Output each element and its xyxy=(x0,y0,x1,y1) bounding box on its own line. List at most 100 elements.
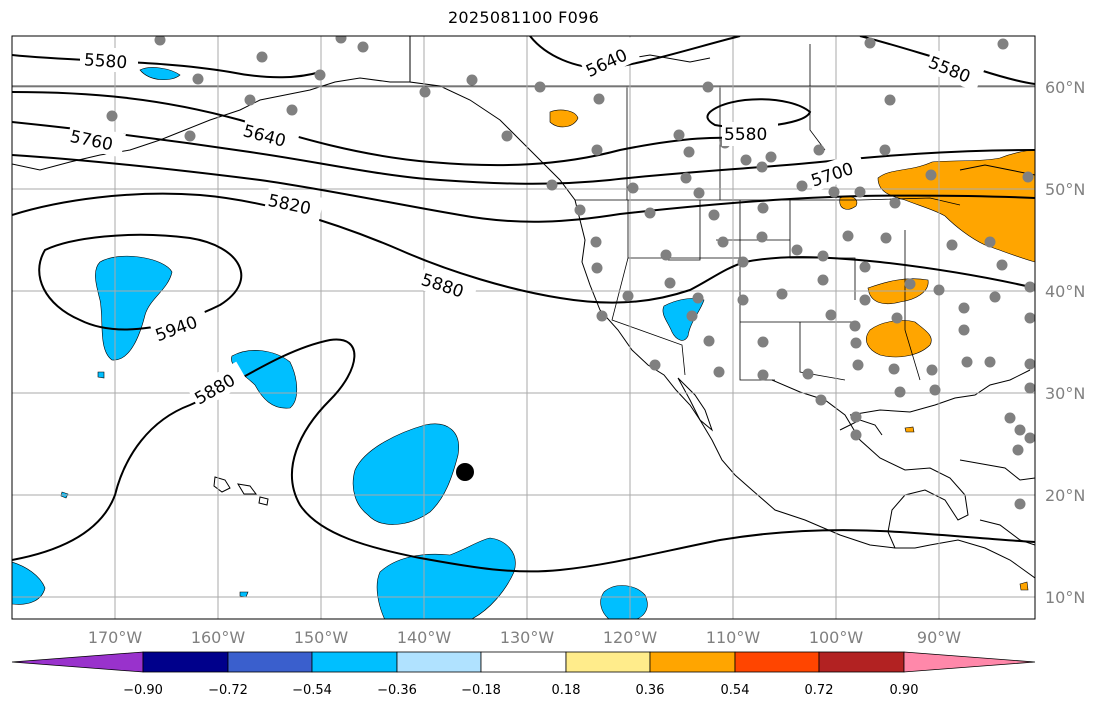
station-dot xyxy=(591,144,603,156)
station-dot xyxy=(849,320,861,332)
station-dot xyxy=(1014,498,1026,510)
station-dot xyxy=(854,186,866,198)
station-dot xyxy=(501,130,513,142)
colorbar-tick-label: −0.72 xyxy=(208,683,248,698)
station-dot xyxy=(708,209,720,221)
station-dot xyxy=(1024,432,1035,444)
contour-label: 5580 xyxy=(83,50,128,73)
colorbar-tick-label: 0.36 xyxy=(635,683,665,698)
station-dot xyxy=(888,363,900,375)
station-dot xyxy=(419,86,431,98)
station-dot xyxy=(1004,412,1016,424)
station-dot xyxy=(926,364,938,376)
station-dot xyxy=(1014,424,1026,436)
longitude-axis: 170°W 160°W 150°W 140°W 130°W 120°W 110°… xyxy=(88,628,961,647)
station-dot xyxy=(627,182,639,194)
station-dot xyxy=(596,310,608,322)
station-dot xyxy=(1024,382,1035,394)
station-dot xyxy=(884,94,896,106)
station-dot xyxy=(825,309,837,321)
station-dot xyxy=(989,291,1001,303)
station-dot xyxy=(256,51,268,63)
station-dot xyxy=(703,335,715,347)
station-dot xyxy=(335,36,347,44)
station-dot xyxy=(889,197,901,209)
station-dot xyxy=(673,129,685,141)
station-dot xyxy=(984,236,996,248)
station-dot xyxy=(984,356,996,368)
station-dot xyxy=(850,337,862,349)
lon-label: 150°W xyxy=(294,628,349,647)
colorbar-tick-label: −0.36 xyxy=(377,683,417,698)
station-dot xyxy=(817,250,829,262)
station-dot xyxy=(813,144,825,156)
station-dot xyxy=(891,312,903,324)
station-dot xyxy=(880,232,892,244)
station-dot xyxy=(850,411,862,423)
station-dot xyxy=(683,146,695,158)
station-dot xyxy=(591,262,603,274)
station-dot xyxy=(958,302,970,314)
lat-label: 40°N xyxy=(1045,282,1085,301)
station-dot xyxy=(859,294,871,306)
map-frame xyxy=(11,35,1036,620)
lon-label: 120°W xyxy=(603,628,658,647)
station-dot xyxy=(996,259,1008,271)
station-dot xyxy=(664,277,676,289)
station-dot xyxy=(864,37,876,49)
colorbar-tick-label: −0.54 xyxy=(292,683,332,698)
station-dot xyxy=(859,261,871,273)
station-dot xyxy=(842,230,854,242)
station-dot xyxy=(593,93,605,105)
station-dot xyxy=(184,130,196,142)
station-dot xyxy=(904,278,916,290)
station-dot xyxy=(692,292,704,304)
lat-label: 50°N xyxy=(1045,180,1085,199)
station-dot xyxy=(757,202,769,214)
height-contours xyxy=(12,36,1035,573)
station-dot xyxy=(314,69,326,81)
station-dot xyxy=(357,41,369,53)
colorbar-segment xyxy=(142,651,229,673)
station-dot xyxy=(574,204,586,216)
station-dot xyxy=(1024,281,1035,293)
station-dot xyxy=(644,207,656,219)
station-dot xyxy=(1024,358,1035,370)
lat-label: 60°N xyxy=(1045,78,1085,97)
colorbar-segment xyxy=(396,651,482,673)
station-dot xyxy=(852,359,864,371)
lat-label: 30°N xyxy=(1045,384,1085,403)
station-dot xyxy=(740,154,752,166)
colorbar-min-extend xyxy=(11,651,144,673)
station-dot xyxy=(590,236,602,248)
lon-label: 100°W xyxy=(809,628,864,647)
station-dot xyxy=(765,151,777,163)
station-dot xyxy=(850,429,862,441)
station-dot xyxy=(660,249,672,261)
station-dot xyxy=(702,81,714,93)
colorbar-max-extend xyxy=(903,651,1036,673)
lon-label: 140°W xyxy=(397,628,452,647)
colorbar-tick-label: 0.72 xyxy=(804,683,834,698)
lon-label: 90°W xyxy=(917,628,961,647)
station-dot xyxy=(894,386,906,398)
station-dot xyxy=(286,104,298,116)
station-dots xyxy=(106,36,1035,510)
station-dot xyxy=(534,81,546,93)
station-dot xyxy=(756,231,768,243)
map-title: 2025081100 F096 xyxy=(447,8,600,27)
colorbar-segment xyxy=(565,651,651,673)
latitude-axis: 60°N 50°N 40°N 30°N 20°N 10°N xyxy=(1045,78,1085,607)
station-dot xyxy=(1024,312,1035,324)
station-dot xyxy=(106,110,118,122)
station-dot xyxy=(1022,171,1034,183)
station-dot xyxy=(958,324,970,336)
station-dot xyxy=(802,368,814,380)
colorbar-tick-label: 0.54 xyxy=(720,683,750,698)
colorbar-segment xyxy=(480,651,567,673)
station-dot xyxy=(154,36,166,46)
station-dot xyxy=(649,359,661,371)
contour-label: 5580 xyxy=(724,125,767,145)
lon-label: 110°W xyxy=(706,628,761,647)
